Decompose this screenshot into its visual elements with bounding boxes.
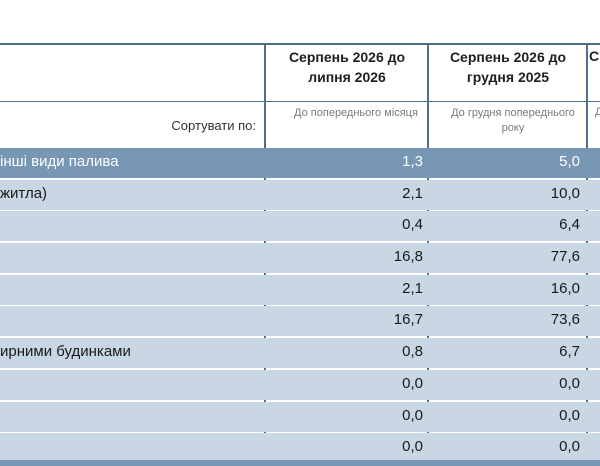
table-row[interactable]: ирними будинками 0,8 6,7	[0, 338, 600, 369]
value-to-december: 77,6	[550, 248, 580, 266]
value-to-december: 6,7	[559, 343, 580, 361]
value-month-to-month: 0,0	[402, 406, 423, 424]
value-month-to-month: 16,7	[393, 311, 423, 329]
value-month-to-month: 2,1	[402, 184, 423, 202]
value-month-to-month: 0,0	[402, 374, 423, 392]
header-top-border	[0, 43, 600, 45]
column-header-month-to-month[interactable]: Серпень 2026 до липня 2026	[266, 45, 428, 102]
category-row[interactable]: інші види палива 1,3 5,0	[0, 148, 600, 178]
column-header-partial[interactable]: С	[589, 48, 600, 64]
value-month-to-month: 1,3	[402, 153, 423, 170]
value-to-december: 0,0	[559, 406, 580, 424]
column-header-label: Серпень 2026 до грудня 2025	[449, 49, 567, 85]
row-label: ирними будинками	[0, 343, 131, 361]
value-month-to-month: 0,8	[402, 343, 423, 361]
table-row[interactable]: 16,8 77,6	[0, 243, 600, 274]
row-label: житла)	[0, 184, 48, 202]
value-to-december: 0,0	[559, 438, 580, 456]
table-body: інші види палива 1,3 5,0 житла) 2,1 10,0 0,4 6,…	[0, 148, 600, 465]
table-row[interactable]: 0,0 0,0	[0, 401, 600, 432]
sort-label: Сортувати по:	[171, 118, 256, 133]
column-header-label: Серпень 2026 до липня 2026	[288, 49, 406, 85]
table-row[interactable]: житла) 2,1 10,0	[0, 179, 600, 210]
table-row[interactable]: 2,1 16,0	[0, 274, 600, 305]
header-bottom-border	[0, 101, 600, 102]
table-row[interactable]: 0,0 0,0	[0, 433, 600, 464]
value-to-december: 0,0	[559, 374, 580, 392]
column-header-to-december[interactable]: Серпень 2026 до грудня 2025	[430, 45, 586, 102]
sort-option-prev-month[interactable]: До попереднього місяця	[294, 107, 418, 119]
value-to-december: 10,0	[550, 184, 580, 202]
value-month-to-month: 16,8	[393, 248, 423, 266]
sort-option-prev-december[interactable]: До грудня попереднього року	[451, 107, 575, 134]
value-to-december: 16,0	[550, 279, 580, 297]
value-month-to-month: 2,1	[402, 279, 423, 297]
value-month-to-month: 0,0	[402, 438, 423, 456]
table-row[interactable]: 0,0 0,0	[0, 369, 600, 400]
value-to-december: 6,4	[559, 216, 580, 234]
table-bottom-band	[0, 460, 600, 466]
sort-option-partial[interactable]: Д	[595, 106, 600, 118]
value-to-december: 73,6	[550, 311, 580, 329]
row-label: інші види палива	[0, 153, 119, 170]
value-to-december: 5,0	[559, 153, 580, 170]
value-month-to-month: 0,4	[402, 216, 423, 234]
table-row[interactable]: 0,4 6,4	[0, 211, 600, 242]
table-row[interactable]: 16,7 73,6	[0, 306, 600, 337]
